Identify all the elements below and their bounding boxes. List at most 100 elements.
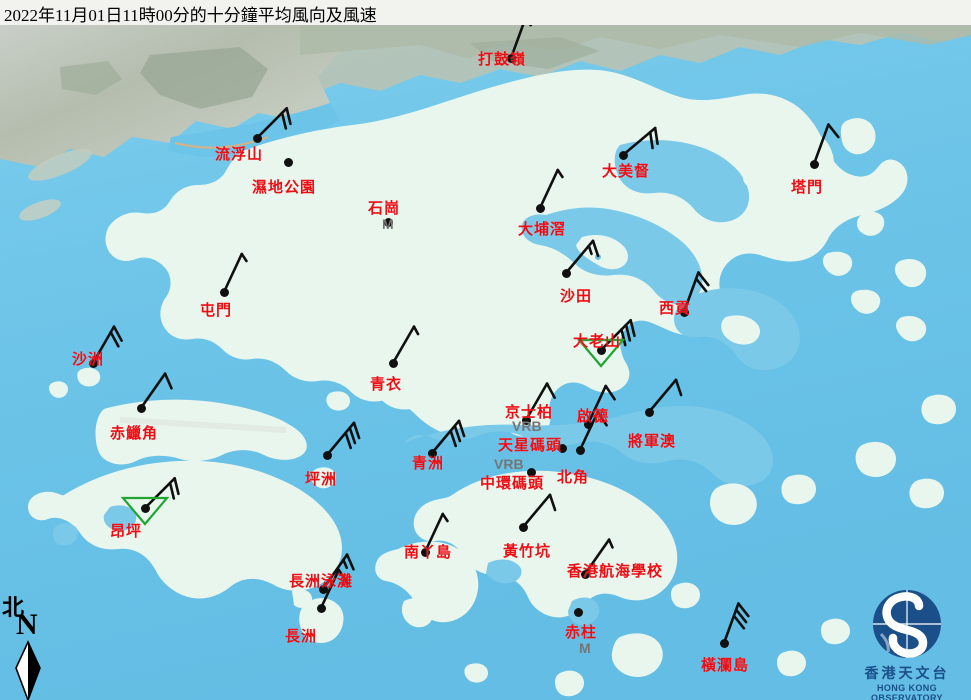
wind-barb bbox=[509, 25, 532, 60]
station-dot bbox=[316, 603, 326, 613]
station-label[interactable]: 沙洲 bbox=[72, 352, 105, 368]
station-label[interactable]: 赤柱 bbox=[565, 625, 598, 641]
hko-logo: 香港天文台 HONG KONG OBSERVATORY bbox=[848, 588, 966, 700]
station-dot bbox=[518, 522, 528, 532]
station-dot bbox=[136, 403, 146, 413]
wind-barb bbox=[682, 271, 710, 314]
compass-north-cn: 北 bbox=[2, 595, 25, 620]
compass-north-en: N bbox=[16, 608, 38, 641]
wind-barb bbox=[564, 239, 600, 275]
wind-barb bbox=[812, 123, 840, 166]
wind-barb bbox=[325, 421, 361, 457]
station-label[interactable]: 長洲泳灘 bbox=[289, 574, 354, 590]
station-label[interactable]: 西貢 bbox=[659, 301, 692, 317]
station-dot bbox=[679, 307, 689, 317]
station-label[interactable]: 流浮山 bbox=[215, 147, 264, 163]
wind-barb bbox=[321, 553, 355, 591]
station-dot bbox=[719, 638, 729, 648]
wind-barb bbox=[524, 382, 556, 422]
station-label[interactable]: 沙田 bbox=[560, 289, 593, 305]
station-dot bbox=[573, 607, 583, 617]
station-label[interactable]: 濕地公園 bbox=[252, 180, 317, 196]
wind-barb bbox=[319, 568, 349, 610]
station-dot bbox=[383, 217, 393, 227]
station-label[interactable]: 大埔滘 bbox=[518, 222, 567, 238]
station-label[interactable]: 昂坪 bbox=[110, 524, 143, 540]
gale-triangle-icon bbox=[120, 496, 170, 526]
station-label[interactable]: 橫瀾島 bbox=[701, 658, 750, 674]
station-dot bbox=[322, 450, 332, 460]
station-dot bbox=[575, 445, 585, 455]
wind-barb bbox=[722, 602, 750, 645]
station-dot bbox=[561, 268, 571, 278]
wind-barb bbox=[647, 378, 683, 414]
compass-needle-icon bbox=[15, 640, 41, 700]
compass-rose: 北 N bbox=[2, 590, 66, 700]
wind-barb bbox=[139, 372, 173, 410]
station-label[interactable]: 京士柏 bbox=[505, 405, 554, 421]
wind-barb bbox=[391, 325, 420, 365]
station-dot bbox=[252, 133, 262, 143]
station-label[interactable]: 赤鱲角 bbox=[110, 426, 159, 442]
station-label[interactable]: 青洲 bbox=[412, 456, 445, 472]
station-label[interactable]: 塔門 bbox=[791, 180, 824, 196]
page-title: 2022年11月01日11時00分的十分鐘平均風向及風速 bbox=[4, 6, 377, 25]
wind-barb bbox=[430, 419, 466, 455]
station-label[interactable]: 坪洲 bbox=[305, 472, 338, 488]
station-dot bbox=[219, 287, 229, 297]
station-label[interactable]: 大老山 bbox=[573, 334, 622, 350]
wind-barb bbox=[583, 538, 614, 576]
station-dot bbox=[618, 150, 628, 160]
station-dot bbox=[140, 503, 150, 513]
station-label[interactable]: 黃竹坑 bbox=[503, 544, 552, 560]
station-dot bbox=[596, 345, 606, 355]
missing-data-flag: M bbox=[382, 216, 394, 232]
station-dot bbox=[318, 584, 328, 594]
hko-logo-en: HONG KONG OBSERVATORY bbox=[871, 683, 943, 700]
station-dot bbox=[557, 443, 567, 453]
wind-barb bbox=[255, 107, 292, 140]
station-dot bbox=[427, 448, 437, 458]
station-label[interactable]: 打鼓嶺 bbox=[478, 52, 527, 68]
missing-data-flag: M bbox=[579, 640, 591, 656]
wind-barb bbox=[423, 512, 449, 554]
station-dot bbox=[535, 203, 545, 213]
wind-barb bbox=[621, 126, 659, 157]
station-label[interactable]: 南丫島 bbox=[404, 545, 453, 561]
station-label[interactable]: 啟德 bbox=[577, 409, 610, 425]
station-label[interactable]: 香港航海學校 bbox=[567, 564, 664, 580]
wind-barb bbox=[538, 168, 564, 210]
station-dot bbox=[583, 419, 593, 429]
station-label[interactable]: 石崗 bbox=[368, 201, 401, 217]
station-label[interactable]: 大美督 bbox=[602, 164, 651, 180]
station-dot bbox=[420, 547, 430, 557]
station-label[interactable]: 屯門 bbox=[200, 303, 233, 319]
station-dot bbox=[644, 407, 654, 417]
variable-wind-flag: VRB bbox=[494, 456, 524, 472]
gale-triangle-icon bbox=[576, 338, 626, 368]
map-geography bbox=[0, 25, 971, 700]
station-label[interactable]: 將軍澳 bbox=[628, 434, 677, 450]
station-label[interactable]: 天星碼頭 bbox=[498, 438, 563, 454]
station-dot bbox=[506, 53, 516, 63]
station-dot bbox=[580, 569, 590, 579]
station-label[interactable]: 青衣 bbox=[370, 377, 403, 393]
wind-barb bbox=[120, 477, 180, 526]
station-dot bbox=[526, 467, 536, 477]
wind-barb bbox=[578, 410, 608, 452]
wind-barb bbox=[521, 493, 557, 529]
station-dot bbox=[521, 415, 531, 425]
map-canvas[interactable] bbox=[0, 25, 971, 700]
variable-wind-flag: VRB bbox=[512, 418, 542, 434]
title-bar: 2022年11月01日11時00分的十分鐘平均風向及風速 bbox=[0, 0, 971, 25]
station-label[interactable]: 中環碼頭 bbox=[480, 476, 545, 492]
wind-barb bbox=[576, 319, 636, 368]
station-label[interactable]: 北角 bbox=[557, 470, 590, 486]
station-dot bbox=[809, 159, 819, 169]
hko-emblem-icon bbox=[873, 590, 941, 658]
station-label[interactable]: 長洲 bbox=[285, 629, 318, 645]
hko-logo-cn: 香港天文台 bbox=[864, 667, 950, 682]
wind-barb-layer bbox=[91, 25, 840, 645]
wind-barb bbox=[586, 384, 616, 426]
